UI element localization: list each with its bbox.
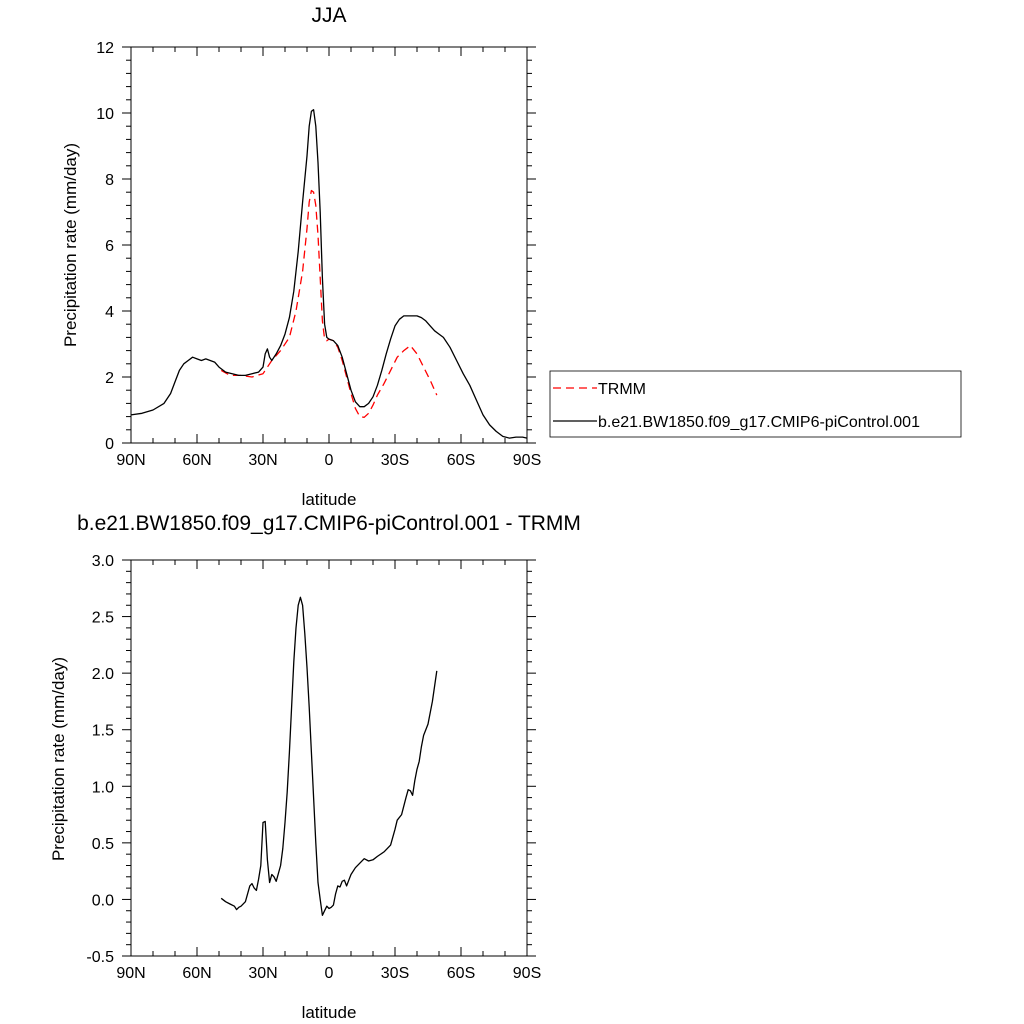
top-y-tick-label: 4 bbox=[105, 304, 114, 321]
bottom-x-tick-label: 90S bbox=[513, 965, 541, 982]
bottom-series-line-difference bbox=[220, 596, 438, 916]
legend-label-trmm: TRMM bbox=[598, 381, 646, 398]
top-series-line-trmm bbox=[220, 189, 438, 418]
bottom-y-tick-label: 1.5 bbox=[92, 723, 114, 740]
legend: TRMM b.e21.BW1850.f09_g17.CMIP6-piContro… bbox=[549, 370, 962, 438]
bottom-y-tick-label: -0.5 bbox=[86, 949, 114, 966]
top-chart-title: JJA bbox=[311, 4, 346, 27]
top-y-tick-label: 12 bbox=[96, 40, 114, 57]
legend-box bbox=[549, 370, 962, 438]
bottom-series-layer bbox=[220, 596, 438, 916]
bottom-x-tick-label: 60S bbox=[447, 965, 475, 982]
bottom-x-tick-label: 90N bbox=[116, 965, 145, 982]
bottom-x-tick-label: 0 bbox=[325, 965, 334, 982]
legend-label-model: b.e21.BW1850.f09_g17.CMIP6-piControl.001 bbox=[598, 414, 920, 431]
top-y-tick-label: 8 bbox=[105, 172, 114, 189]
top-y-tick-label: 2 bbox=[105, 370, 114, 387]
top-y-tick-label: 10 bbox=[96, 106, 114, 123]
bottom-y-tick-label: 2.0 bbox=[92, 666, 114, 683]
top-series-line-b-e21-bw1850-f09-g17-cmi bbox=[130, 109, 528, 439]
bottom-y-tick-label: 1.0 bbox=[92, 779, 114, 796]
top-x-tick-label: 60S bbox=[447, 452, 475, 469]
bottom-y-tick-label: 3.0 bbox=[92, 553, 114, 570]
top-x-axis-label: latitude bbox=[302, 490, 357, 509]
bottom-x-tick-label: 30S bbox=[381, 965, 409, 982]
top-series-layer bbox=[130, 109, 528, 439]
top-ticks: 90N 60N 30N 0 30S 60S 90S 0 2 4 6 8 10 12 bbox=[96, 40, 541, 469]
top-y-tick-label: 0 bbox=[105, 436, 114, 453]
top-x-tick-label: 60N bbox=[182, 452, 211, 469]
top-plot-frame bbox=[130, 46, 528, 444]
top-panel: JJA latitude Precipitation rate (mm/day)… bbox=[61, 4, 541, 509]
bottom-x-tick-label: 60N bbox=[182, 965, 211, 982]
bottom-x-tick-label: 30N bbox=[248, 965, 277, 982]
top-y-tick-label: 6 bbox=[105, 238, 114, 255]
bottom-chart-title: b.e21.BW1850.f09_g17.CMIP6-piControl.001… bbox=[77, 512, 581, 535]
top-x-tick-label: 90S bbox=[513, 452, 541, 469]
bottom-y-tick-label: 0.5 bbox=[92, 836, 114, 853]
top-x-tick-label: 30N bbox=[248, 452, 277, 469]
bottom-plot-frame bbox=[130, 559, 528, 957]
top-y-axis-label: Precipitation rate (mm/day) bbox=[61, 143, 80, 347]
bottom-x-axis-label: latitude bbox=[302, 1003, 357, 1022]
bottom-panel: b.e21.BW1850.f09_g17.CMIP6-piControl.001… bbox=[49, 512, 581, 1022]
top-x-tick-label: 0 bbox=[325, 452, 334, 469]
top-x-tick-label: 30S bbox=[381, 452, 409, 469]
bottom-y-tick-label: 2.5 bbox=[92, 610, 114, 627]
top-x-tick-label: 90N bbox=[116, 452, 145, 469]
bottom-y-axis-label: Precipitation rate (mm/day) bbox=[49, 657, 68, 861]
bottom-y-tick-label: 0.0 bbox=[92, 892, 114, 909]
bottom-ticks: 90N 60N 30N 0 30S 60S 90S -0.5 0.0 0.5 1.0 1.5 2.0 2.… bbox=[86, 553, 541, 982]
